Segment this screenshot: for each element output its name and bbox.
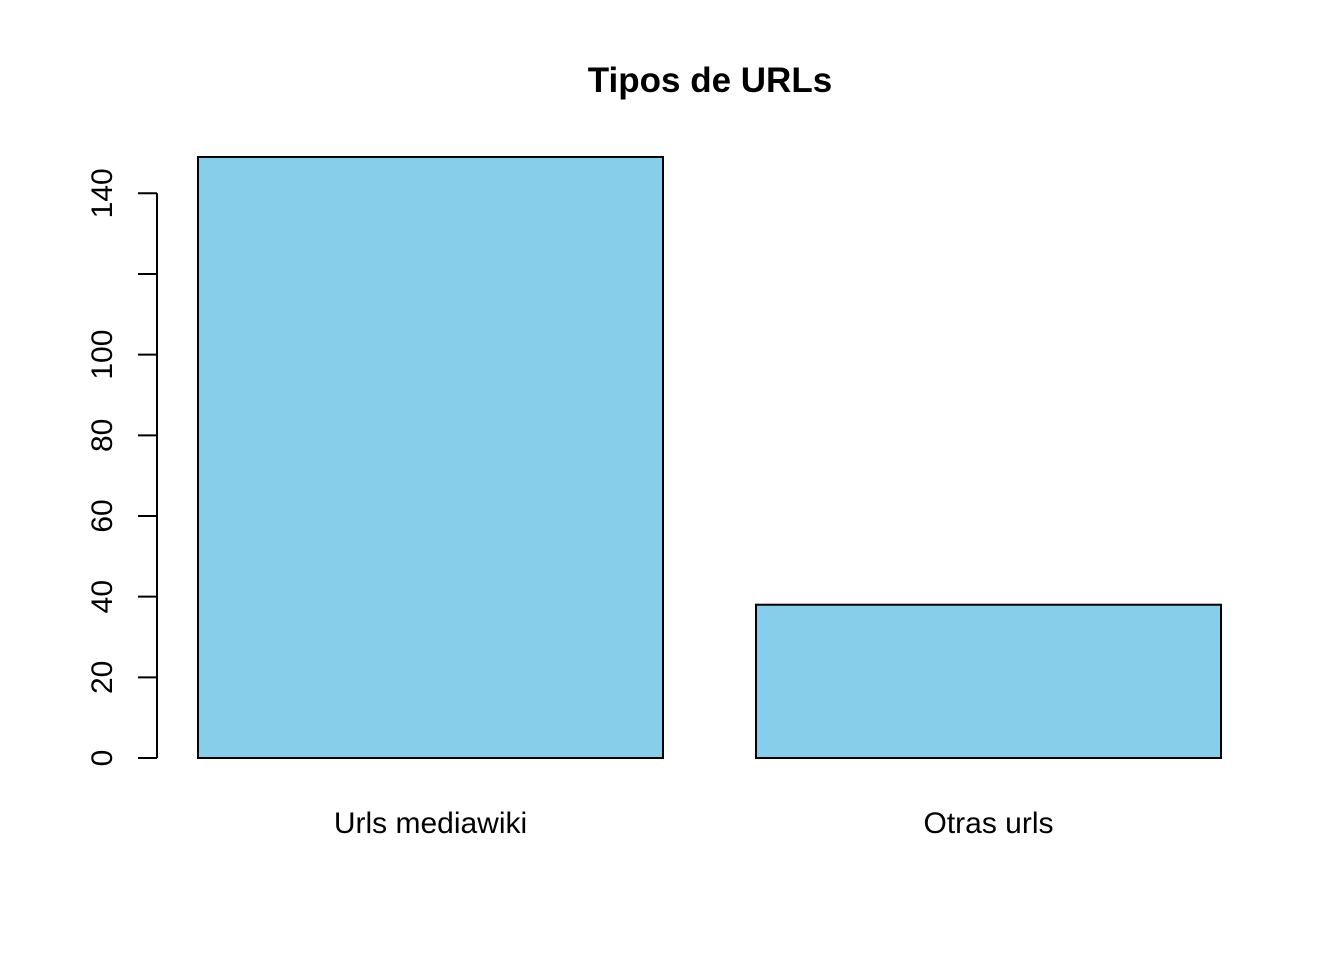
chart-title: Tipos de URLs: [588, 61, 832, 100]
x-category-label: Urls mediawiki: [334, 807, 527, 840]
y-tick-label: 100: [86, 330, 119, 380]
bar: [197, 156, 664, 759]
bar: [755, 603, 1222, 760]
bars: [197, 156, 1222, 760]
y-tick-label: 40: [86, 580, 119, 613]
y-axis: 0 20 40 60 80 100 140: [86, 168, 158, 767]
y-tick-label: 0: [86, 750, 119, 767]
y-tick-label: 80: [86, 419, 119, 452]
x-category-label: Otras urls: [923, 807, 1053, 840]
y-tick-label: 140: [86, 168, 119, 218]
x-axis-labels: Urls mediawiki Otras urls: [334, 807, 1054, 840]
y-tick-label: 20: [86, 661, 119, 694]
y-tick-label: 60: [86, 499, 119, 532]
